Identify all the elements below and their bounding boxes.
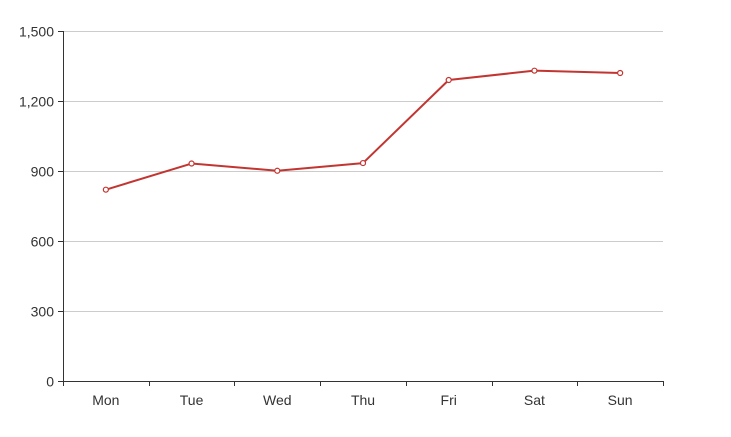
x-tick-label-sun: Sun: [608, 392, 633, 408]
grid-lines: [63, 31, 663, 312]
axes: [58, 31, 664, 386]
data-point-tue: [188, 160, 195, 167]
x-tick-label-sat: Sat: [524, 392, 545, 408]
data-point-mon: [102, 186, 109, 193]
x-tick-label-fri: Fri: [441, 392, 457, 408]
y-tick-label-3: 900: [31, 164, 55, 180]
y-tick-label-5: 1,500: [19, 24, 54, 40]
data-points: [102, 67, 624, 193]
data-point-sat: [531, 67, 538, 74]
x-tick-label-thu: Thu: [351, 392, 375, 408]
y-tick-label-0: 0: [46, 374, 54, 390]
x-tick-label-mon: Mon: [92, 392, 119, 408]
x-tick-label-wed: Wed: [263, 392, 292, 408]
x-tick-label-tue: Tue: [180, 392, 204, 408]
data-point-sun: [617, 69, 624, 77]
data-point-wed: [274, 167, 281, 174]
y-tick-label-4: 1,200: [19, 94, 54, 110]
data-point-thu: [359, 159, 367, 167]
y-axis-tick-labels: 0 300 600 900 1,200 1,500: [19, 24, 54, 390]
data-point-fri: [445, 76, 452, 84]
y-tick-label-2: 600: [31, 234, 55, 250]
x-axis-tick-labels: Mon Tue Wed Thu Fri Sat Sun: [92, 392, 632, 408]
y-tick-label-1: 300: [31, 304, 55, 320]
